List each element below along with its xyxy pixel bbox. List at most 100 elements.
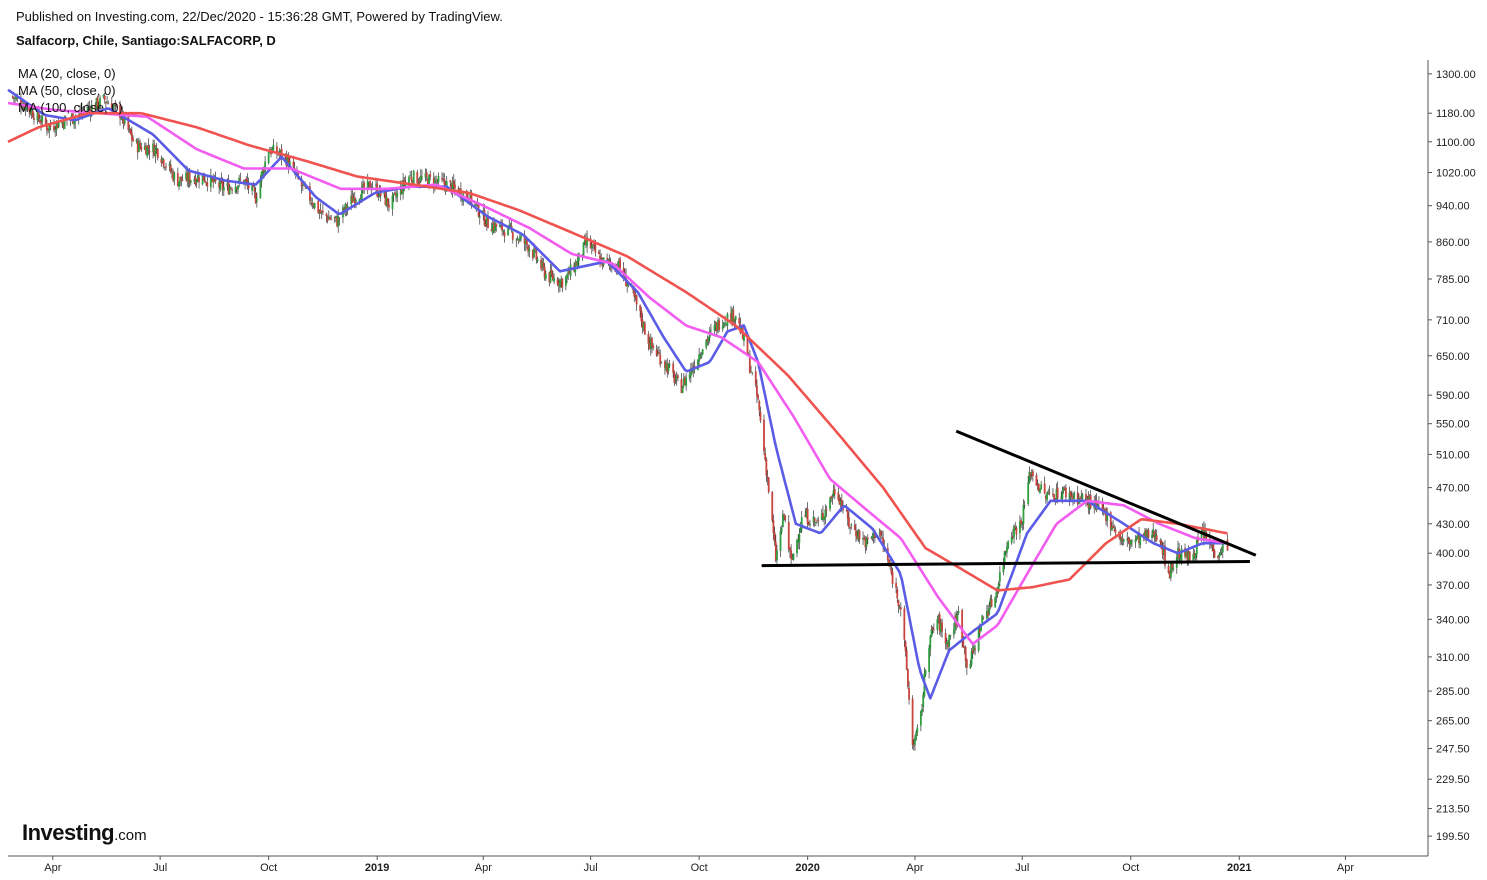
candle — [937, 613, 940, 624]
candle-body — [1029, 472, 1032, 477]
candle-body — [12, 97, 15, 99]
candle-body — [526, 239, 528, 245]
candle-body — [136, 140, 139, 153]
candle-body — [509, 225, 512, 227]
candle-body — [1172, 567, 1175, 570]
candle-body — [820, 513, 823, 520]
candle-body — [635, 295, 638, 305]
candle-body — [987, 611, 989, 616]
candle — [1194, 553, 1197, 562]
candle — [392, 193, 395, 202]
candle-body — [674, 380, 677, 382]
candle — [647, 331, 650, 351]
candle-body — [798, 534, 801, 543]
y-tick-label: 229.50 — [1436, 774, 1470, 786]
candle-body — [930, 629, 933, 637]
candle — [97, 101, 100, 110]
candle — [143, 142, 146, 151]
investing-logo: Investing.com — [22, 820, 147, 846]
candle-body — [523, 236, 526, 244]
candle-body — [14, 97, 16, 100]
candle-body — [853, 524, 856, 531]
candle-body — [672, 363, 675, 373]
candle — [707, 336, 710, 346]
candle — [1070, 490, 1073, 500]
legend-ma100[interactable]: MA (100, close, 0) — [18, 100, 123, 115]
candle-body — [309, 186, 311, 201]
candle-body — [235, 187, 238, 190]
candle-body — [1159, 540, 1162, 543]
candle-body — [619, 259, 622, 269]
candle — [963, 646, 966, 655]
candle-body — [1060, 497, 1063, 499]
candle — [1188, 550, 1191, 563]
candle — [204, 175, 206, 184]
candle — [674, 374, 677, 384]
candle — [1052, 487, 1054, 498]
candle-body — [267, 152, 270, 164]
candle-body — [881, 537, 883, 539]
candle — [944, 628, 947, 650]
candle — [790, 544, 793, 566]
candle — [1013, 524, 1015, 544]
candle — [990, 594, 993, 608]
candle — [543, 263, 546, 281]
candle-body — [139, 143, 141, 147]
candle-body — [230, 188, 232, 189]
candle-body — [940, 623, 942, 633]
candle — [866, 534, 869, 545]
candle — [988, 601, 991, 616]
candle-body — [626, 284, 629, 287]
candle — [582, 242, 585, 257]
candle — [264, 155, 267, 175]
candle-body — [746, 335, 749, 357]
candle — [758, 399, 761, 417]
candle-body — [418, 181, 421, 183]
legend-ma50[interactable]: MA (50, close, 0) — [18, 83, 116, 98]
candle-body — [722, 322, 725, 327]
candle-body — [441, 177, 443, 180]
candle-body — [1076, 492, 1079, 505]
candle-body — [945, 641, 948, 645]
candle-body — [929, 636, 932, 650]
candle-body — [1135, 536, 1138, 540]
candle-body — [996, 591, 999, 593]
candle-body — [878, 532, 881, 534]
candle — [441, 172, 443, 183]
y-tick-label: 590.00 — [1436, 390, 1470, 402]
candle — [114, 100, 117, 111]
candle — [754, 366, 757, 388]
candle-body — [162, 159, 165, 167]
candle-body — [1020, 520, 1023, 525]
candle-body — [1052, 493, 1054, 496]
candle — [931, 626, 934, 635]
candle-body — [195, 180, 198, 183]
candle-body — [363, 182, 366, 190]
candle — [871, 532, 874, 542]
candle-body — [325, 213, 328, 217]
candle — [1162, 542, 1165, 561]
candle — [46, 119, 48, 136]
candle-body — [973, 646, 975, 651]
candle-body — [542, 262, 545, 267]
candle-body — [449, 180, 452, 183]
candle — [774, 534, 777, 563]
candle-body — [11, 96, 14, 98]
candle-body — [62, 122, 65, 128]
x-tick-label: Apr — [44, 862, 61, 874]
candle — [553, 273, 555, 285]
candle — [1068, 486, 1071, 506]
candle-body — [583, 240, 586, 243]
candle — [957, 605, 960, 615]
candle-body — [1168, 570, 1171, 578]
candle — [1020, 517, 1023, 529]
candle — [451, 176, 454, 198]
candle-body — [561, 278, 564, 288]
legend-ma20[interactable]: MA (20, close, 0) — [18, 66, 116, 81]
candle-body — [15, 97, 18, 100]
candle-body — [806, 508, 809, 525]
candle — [1220, 546, 1223, 556]
candle — [806, 502, 809, 528]
candle — [914, 734, 916, 751]
